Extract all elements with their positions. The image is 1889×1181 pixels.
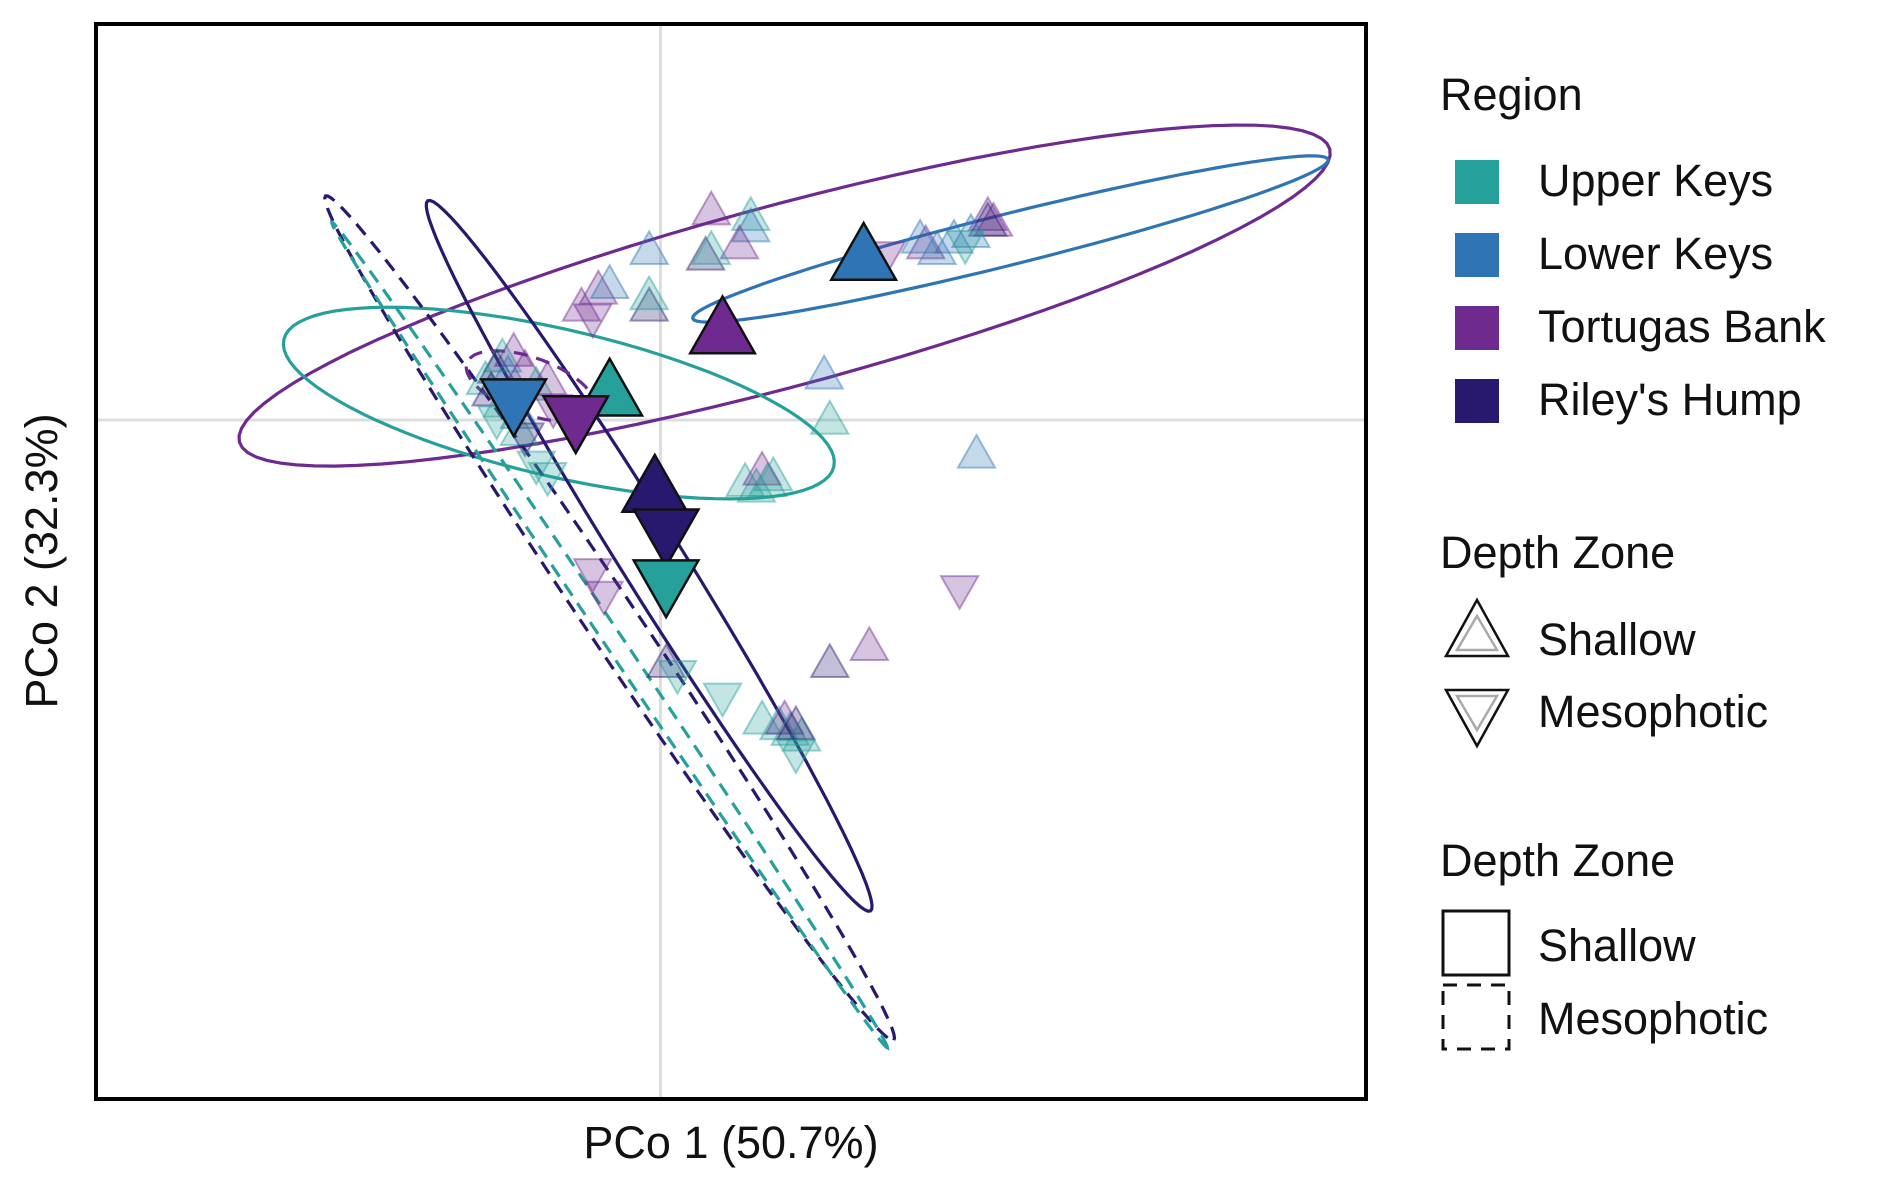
point-riley-s-hump-shallow <box>809 642 851 679</box>
centroid-upper-keys-mesophotic <box>631 559 701 620</box>
point-upper-keys-mesophotic <box>657 659 698 696</box>
point-upper-keys-shallow <box>809 399 851 435</box>
point-upper-keys-mesophotic <box>515 450 557 487</box>
legend-swatch-rileys-hump <box>1455 379 1499 423</box>
plot-panel <box>96 24 1366 1099</box>
legend-label-rileys-hump: Riley's Hump <box>1538 374 1802 425</box>
legend-swatch-lower-keys <box>1455 233 1499 277</box>
centroid-lower-keys-mesophotic <box>479 378 549 439</box>
point-upper-keys-shallow <box>736 466 777 503</box>
point-tortugas-bank-mesophotic <box>939 575 980 611</box>
ellipses-layer <box>237 123 1332 1051</box>
dashed-line-swatch-icon <box>1441 983 1511 1051</box>
point-upper-keys-mesophotic <box>944 229 986 266</box>
point-tortugas-bank-shallow <box>905 223 947 260</box>
legend-label-tortugas-bank: Tortugas Bank <box>1538 301 1826 352</box>
centroid-tortugas-bank-mesophotic <box>541 395 611 456</box>
legend-depth-shape-title: Depth Zone <box>1440 527 1675 578</box>
point-upper-keys-shallow <box>781 715 822 752</box>
legend-label-mesophotic-line: Mesophotic <box>1538 993 1768 1044</box>
legend-depth-shape: Depth Zone Shallow Mesophotic <box>1440 527 1768 749</box>
point-tortugas-bank-shallow <box>764 698 805 735</box>
x-axis-label: PCo 1 (50.7%) <box>583 1117 878 1168</box>
point-upper-keys-shallow <box>758 704 800 741</box>
solid-line-swatch-icon <box>1441 909 1511 977</box>
point-lower-keys-shallow <box>950 212 992 249</box>
ellipse-riley-s-hump-shallow <box>424 198 874 913</box>
centroid-lower-keys-shallow <box>829 220 899 281</box>
point-lower-keys-shallow <box>916 229 958 265</box>
point-upper-keys-shallow <box>628 274 670 311</box>
point-upper-keys-shallow <box>724 461 766 497</box>
point-tortugas-bank-shallow <box>561 285 602 322</box>
point-tortugas-bank-mesophotic <box>572 303 614 340</box>
point-upper-keys-mesophotic <box>527 461 568 498</box>
point-upper-keys-shallow <box>752 455 794 492</box>
point-riley-s-hump-shallow <box>645 642 687 679</box>
legend-region: Region Upper Keys Lower Keys Tortugas Ba… <box>1440 69 1826 425</box>
point-tortugas-bank-shallow <box>690 189 732 226</box>
y-axis-label: PCo 2 (32.3%) <box>16 413 67 708</box>
point-tortugas-bank-shallow <box>848 625 890 662</box>
point-lower-keys-shallow <box>933 217 975 254</box>
point-upper-keys-shallow <box>769 710 811 746</box>
legend-label-mesophotic-shape: Mesophotic <box>1538 686 1768 737</box>
point-riley-s-hump-shallow <box>775 704 817 741</box>
point-tortugas-bank-shallow <box>741 449 783 486</box>
ellipse-riley-s-hump-mesophotic <box>323 194 897 1042</box>
plot-area <box>94 22 1368 1101</box>
point-lower-keys-shallow <box>628 229 670 265</box>
point-tortugas-bank-shallow <box>719 223 760 260</box>
plot-border <box>94 22 1368 1101</box>
centroid-tortugas-bank-shallow <box>688 294 758 355</box>
point-upper-keys-shallow <box>730 195 772 232</box>
point-riley-s-hump-shallow <box>685 234 726 271</box>
point-lower-keys-shallow <box>899 217 941 254</box>
point-upper-keys-shallow <box>741 698 783 735</box>
centroids-layer <box>479 220 899 620</box>
legend-label-lower-keys: Lower Keys <box>1538 228 1773 279</box>
legend-swatch-upper-keys <box>1455 160 1499 204</box>
point-tortugas-bank-shallow <box>967 195 1009 232</box>
point-tortugas-bank-shallow <box>493 331 535 367</box>
legend-region-title: Region <box>1440 69 1583 120</box>
point-riley-s-hump-shallow <box>628 285 670 322</box>
point-tortugas-bank-shallow <box>973 201 1014 237</box>
point-riley-s-hump-shallow <box>967 201 1009 237</box>
ellipse-lower-keys-shallow <box>690 154 1330 324</box>
point-upper-keys-shallow <box>482 336 523 373</box>
legend-depth-line: Depth Zone Shallow Mesophotic <box>1440 835 1768 1051</box>
triangle-down-icon <box>1443 688 1511 749</box>
legend-label-shallow-line: Shallow <box>1538 920 1696 971</box>
legend-swatch-tortugas-bank <box>1455 306 1499 350</box>
point-lower-keys-shallow <box>803 353 845 390</box>
ellipse-upper-keys-mesophotic <box>330 219 890 1051</box>
legend-label-upper-keys: Upper Keys <box>1538 155 1773 206</box>
point-upper-keys-mesophotic <box>702 682 743 719</box>
point-tortugas-bank-mesophotic <box>583 580 625 617</box>
point-tortugas-bank-shallow <box>578 268 619 305</box>
point-lower-keys-shallow <box>589 263 630 299</box>
triangle-up-icon <box>1443 597 1511 658</box>
ellipse-upper-keys-shallow <box>281 305 836 501</box>
legend-label-shallow-shape: Shallow <box>1538 614 1696 665</box>
point-tortugas-bank-mesophotic <box>572 558 614 594</box>
point-lower-keys-shallow <box>956 432 997 469</box>
point-upper-keys-shallow <box>747 461 789 497</box>
point-lower-keys-shallow <box>730 206 772 243</box>
centroid-riley-s-hump-mesophotic <box>631 508 701 569</box>
ellipse-tortugas-bank-shallow <box>237 123 1332 468</box>
point-upper-keys-shallow <box>690 229 732 265</box>
point-upper-keys-mesophotic <box>775 739 817 775</box>
legend-depth-line-title: Depth Zone <box>1440 835 1675 886</box>
